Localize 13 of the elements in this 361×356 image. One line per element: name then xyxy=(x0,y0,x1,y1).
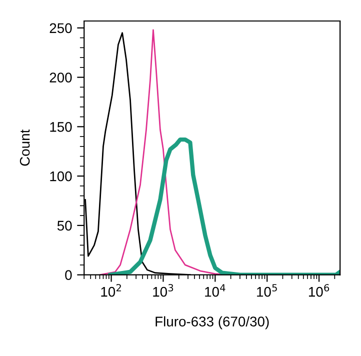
x-tick-label: 10$^{4}$ xyxy=(205,284,226,297)
y-tick-label: 50 xyxy=(57,220,72,231)
x-tick-label: 10$^{6}$ xyxy=(308,284,330,297)
x-axis-title: Fluro-633 (670/30) xyxy=(156,316,269,330)
y-tick-label: 250 xyxy=(50,23,72,34)
y-tick-label: 100 xyxy=(50,171,72,182)
x-tick-label: 10$^{2}$ xyxy=(101,284,121,297)
y-tick-label: 150 xyxy=(50,122,72,132)
y-axis-title: Count xyxy=(20,129,30,166)
x-tick-label: 10$^{5}$ xyxy=(257,284,277,297)
y-tick-label: 200 xyxy=(50,72,72,82)
y-tick-label: 0 xyxy=(65,270,72,280)
x-tick-label: 10$^{3}$ xyxy=(153,284,174,297)
